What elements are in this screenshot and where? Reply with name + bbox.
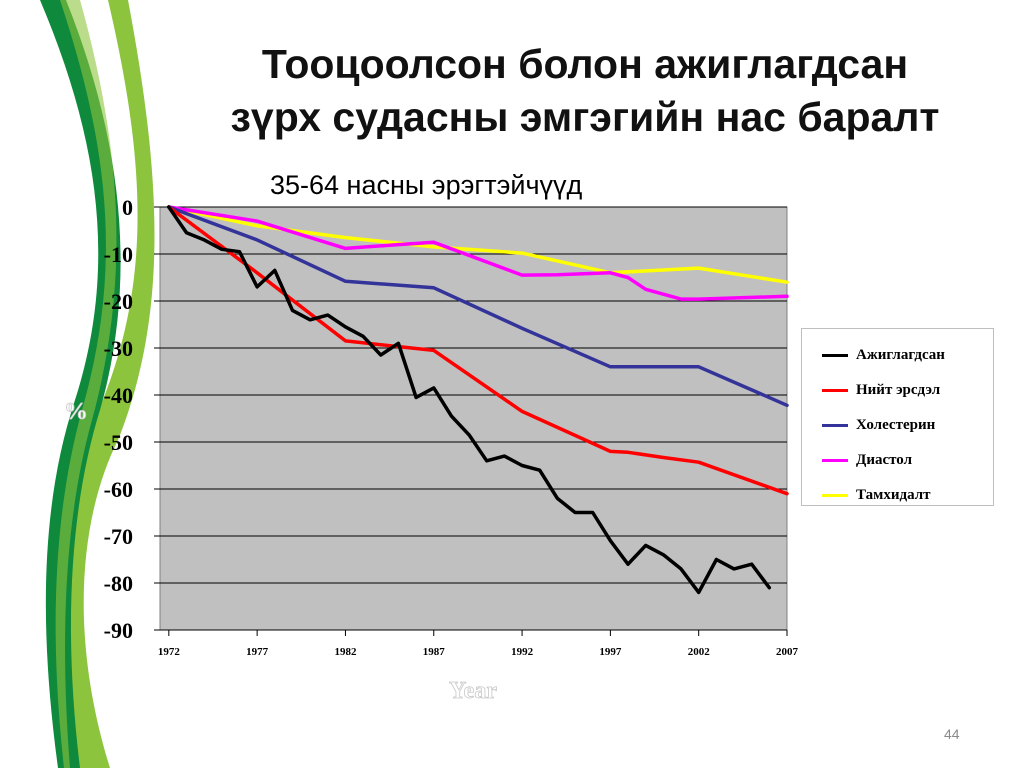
x-tick-label: 2007 [776, 646, 799, 658]
x-tick-label: 1972 [158, 646, 181, 658]
y-tick-labels: 0 -10 -20 -30 -40 -50 -60 -70 -80 -90 [104, 195, 160, 643]
x-tick-labels: 1972 1977 1982 1987 1992 1997 2002 2007 [158, 629, 799, 658]
x-tick-label: 2002 [688, 646, 711, 658]
chart-subtitle: 35-64 насны эрэгтэйчүүд [270, 170, 583, 200]
series-line-4 [167, 205, 789, 301]
series-line-2 [167, 205, 789, 496]
swoosh-light-green-band [52, 0, 155, 768]
decorative-green-swoosh [40, 0, 155, 768]
legend-label: Холестерин [856, 416, 936, 433]
chart-legend: Ажиглагдсан Нийт эрсдэл Холестерин Диастол Т… [801, 328, 994, 506]
x-tick-label: 1982 [334, 646, 357, 658]
y-tick-label: -80 [104, 571, 133, 596]
y-tick-label: -70 [104, 524, 133, 549]
x-tick-label: 1997 [599, 646, 622, 658]
series-line-3 [167, 205, 789, 408]
x-axis-label: Year [449, 678, 497, 704]
page-number: 44 [944, 726, 960, 742]
swoosh-light-green-outer [55, 0, 117, 768]
slide-title: Тооцоолсон болон ажиглагдсан зүрх судасн… [150, 38, 1020, 144]
slide-title-line-1: Тооцоолсон болон ажиглагдсан [261, 41, 909, 87]
legend-item: Ажиглагдсан [822, 345, 945, 365]
legend-label: Тамхидалт [856, 486, 931, 503]
x-tick-label: 1992 [511, 646, 534, 658]
y-tick-label: 0 [122, 195, 133, 220]
x-tick-label: 1977 [246, 646, 269, 658]
series-line-5 [167, 205, 789, 284]
y-tick-label: -60 [104, 477, 133, 502]
slide-title-line-2: зүрх судасны эмгэгийн нас баралт [230, 94, 940, 140]
legend-label: Нийт эрсдэл [856, 381, 941, 398]
legend-item: Холестерин [822, 415, 935, 435]
y-tick-label: -90 [104, 618, 133, 643]
y-axis-label: % [64, 399, 88, 425]
legend-swatch [822, 353, 848, 357]
y-tick-label: -50 [104, 430, 133, 455]
legend-swatch [822, 458, 848, 462]
legend-item: Нийт эрсдэл [822, 380, 940, 400]
legend-swatch [822, 388, 848, 392]
legend-label: Ажиглагдсан [856, 346, 945, 363]
series-lines [167, 205, 789, 595]
series-line-1 [167, 205, 772, 595]
legend-item: Диастол [822, 450, 912, 470]
y-tick-label: -40 [104, 383, 133, 408]
legend-swatch [822, 493, 848, 497]
y-tick-label: -30 [104, 336, 133, 361]
y-tick-label: -10 [104, 242, 133, 267]
legend-item: Тамхидалт [822, 485, 931, 505]
x-tick-label: 1987 [423, 646, 446, 658]
legend-swatch [822, 423, 848, 427]
legend-label: Диастол [856, 451, 913, 468]
y-tick-label: -20 [104, 289, 133, 314]
